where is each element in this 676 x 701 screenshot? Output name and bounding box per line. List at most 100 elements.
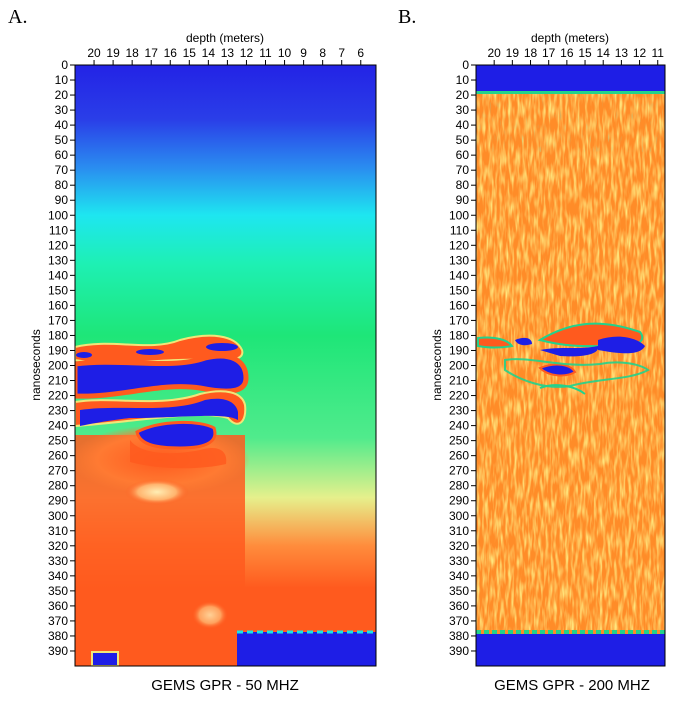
ytick-label-a: 100 (48, 208, 68, 222)
xtick-label-a: 13 (221, 46, 235, 60)
ytick-label-b: 150 (449, 283, 469, 297)
ytick-label-a: 0 (61, 58, 68, 72)
heatmap-a-body (75, 65, 376, 666)
heatmap-b-anomaly-core-2 (540, 346, 599, 357)
ytick-label-b: 350 (449, 584, 469, 598)
ytick-label-a: 150 (48, 283, 68, 297)
ytick-label-b: 100 (449, 208, 469, 222)
ytick-label-a: 220 (48, 389, 68, 403)
heatmap-b-shallow-texture (476, 92, 665, 152)
ytick-label-b: 60 (456, 148, 470, 162)
ytick-label-a: 310 (48, 524, 68, 538)
ytick-label-b: 290 (449, 494, 469, 508)
ytick-label-b: 160 (449, 298, 469, 312)
ytick-label-b: 30 (456, 103, 470, 117)
xtick-label-a: 15 (183, 46, 197, 60)
heatmap-b-anomaly-arc (539, 384, 586, 395)
xtick-label-a: 11 (259, 46, 272, 60)
ytick-label-b: 330 (449, 554, 469, 568)
xtick-label-a: 12 (240, 46, 254, 60)
heatmap-a-band-1-core-3 (76, 352, 92, 358)
ytick-label-b: 280 (449, 479, 469, 493)
ytick-label-a: 170 (48, 313, 68, 327)
xtick-label-b: 16 (560, 46, 574, 60)
ytick-label-b: 80 (456, 178, 470, 192)
ytick-label-a: 190 (48, 343, 68, 357)
ytick-label-b: 180 (449, 328, 469, 342)
xtick-label-a: 10 (278, 46, 292, 60)
ytick-label-b: 250 (449, 434, 469, 448)
xtick-label-a: 17 (145, 46, 159, 60)
heatmap-b-top-band (476, 65, 665, 92)
ytick-label-b: 70 (456, 163, 470, 177)
ytick-label-a: 340 (48, 569, 68, 583)
heatmap-a-lens-halo (130, 440, 227, 469)
xtick-label-b: 17 (542, 46, 556, 60)
ytick-label-a: 210 (48, 374, 68, 388)
ytick-label-a: 110 (49, 223, 68, 237)
xtick-label-b: 20 (487, 46, 501, 60)
xtick-label-b: 12 (633, 46, 647, 60)
heatmap-b-anomaly-ring (504, 358, 650, 388)
heatmap-b-anomaly-small (515, 337, 532, 346)
panel-label-a: A. (8, 6, 28, 28)
ytick-label-a: 330 (48, 554, 68, 568)
xtick-label-b: 11 (651, 46, 664, 60)
ytick-label-b: 110 (450, 223, 469, 237)
ytick-label-a: 20 (55, 88, 69, 102)
ytick-label-a: 390 (48, 644, 68, 658)
ytick-label-b: 0 (462, 58, 469, 72)
ytick-label-b: 220 (449, 389, 469, 403)
ytick-label-a: 320 (48, 539, 68, 553)
xtick-label-b: 19 (506, 46, 520, 60)
ytick-label-b: 380 (449, 629, 469, 643)
ytick-label-b: 90 (456, 193, 470, 207)
ytick-label-a: 360 (48, 599, 68, 613)
ytick-label-b: 170 (449, 313, 469, 327)
ytick-label-a: 140 (48, 268, 68, 282)
chart-title-a: GEMS GPR - 50 MHZ (151, 677, 299, 694)
ytick-label-a: 80 (55, 178, 69, 192)
ytick-label-a: 270 (48, 464, 68, 478)
ylabel-a: nanoseconds (29, 329, 43, 400)
heatmap-a-band-1-core (206, 343, 238, 351)
ytick-label-a: 250 (48, 434, 68, 448)
ytick-label-b: 140 (449, 268, 469, 282)
heatmap-a-band-1-core-2 (136, 349, 164, 355)
ytick-label-a: 120 (48, 238, 68, 252)
xtick-label-a: 9 (300, 46, 307, 60)
ytick-label-b: 230 (449, 404, 469, 418)
xtick-label-a: 14 (202, 46, 216, 60)
ytick-label-b: 260 (449, 449, 469, 463)
panel-label-b: B. (398, 6, 417, 28)
xtick-label-a: 16 (164, 46, 178, 60)
heatmap-b-anomaly-left (477, 336, 514, 349)
ytick-label-b: 300 (449, 509, 469, 523)
chart-title-b: GEMS GPR - 200 MHZ (494, 677, 650, 694)
heatmap-b-anomaly-core (598, 336, 645, 354)
ytick-label-b: 320 (449, 539, 469, 553)
ytick-label-a: 380 (48, 629, 68, 643)
ytick-label-a: 10 (55, 73, 69, 87)
xtick-label-b: 18 (524, 46, 538, 60)
heatmap-b-bottom-band (476, 634, 665, 666)
heatmap-b-anomaly-lower (538, 363, 577, 377)
ytick-label-b: 210 (449, 374, 469, 388)
ytick-label-a: 370 (48, 614, 68, 628)
ytick-label-a: 180 (48, 328, 68, 342)
heatmap-a-light-blob-2 (192, 601, 228, 629)
ytick-label-a: 70 (55, 163, 69, 177)
ytick-label-a: 230 (48, 404, 68, 418)
tick-layer: 0102030405060708090100110120130140150160… (48, 46, 664, 658)
heatmap-b-top-edge (476, 91, 665, 94)
ytick-label-a: 260 (48, 449, 68, 463)
ytick-label-a: 90 (55, 193, 69, 207)
heatmap-a-reflector-1 (75, 353, 249, 399)
heatmap-b-body (476, 65, 665, 666)
ytick-label-a: 40 (55, 118, 69, 132)
heatmap-a-light-blob (125, 479, 189, 505)
xlabel-b: depth (meters) (531, 31, 609, 45)
ytick-label-a: 30 (55, 103, 69, 117)
ytick-label-b: 240 (449, 419, 469, 433)
